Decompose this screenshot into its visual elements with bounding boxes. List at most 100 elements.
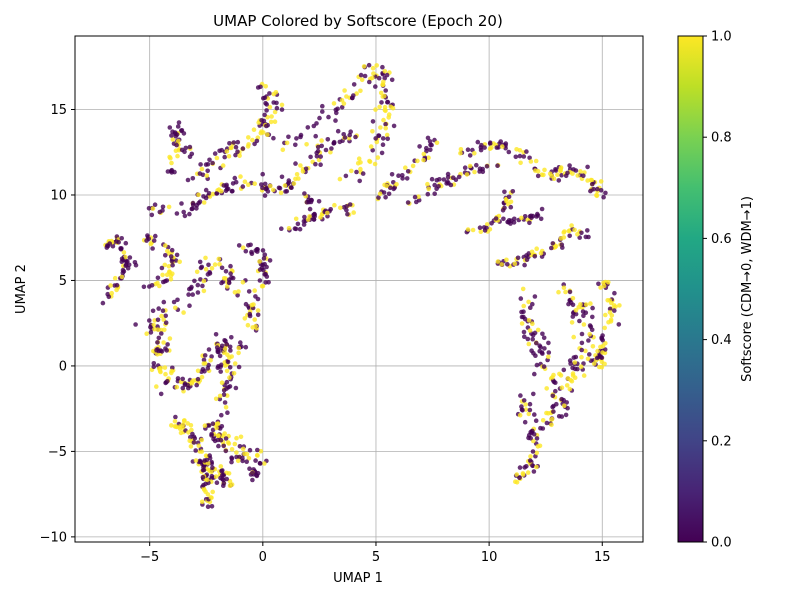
scatter-point (381, 117, 386, 123)
scatter-point (575, 366, 580, 372)
scatter-point (160, 204, 166, 210)
scatter-point (240, 245, 246, 250)
scatter-point (173, 258, 179, 263)
scatter-point (518, 296, 524, 301)
scatter-point (264, 108, 269, 113)
scatter-point (358, 88, 363, 94)
scatter-point (499, 262, 505, 267)
scatter-point (441, 177, 447, 182)
scatter-point (167, 336, 173, 341)
scatter-point (559, 173, 564, 178)
scatter-point (535, 173, 541, 179)
scatter-point (262, 252, 268, 257)
scatter-point (170, 262, 175, 268)
scatter-point (119, 236, 124, 241)
scatter-point (530, 321, 535, 327)
scatter-point (284, 140, 290, 146)
scatter-point (535, 213, 541, 218)
scatter-point (570, 314, 576, 319)
x-tick-label: −5 (140, 550, 159, 565)
scatter-point (538, 250, 544, 256)
scatter-point (114, 282, 120, 288)
scatter-point (150, 246, 155, 251)
scatter-point (210, 160, 215, 166)
scatter-point (325, 210, 330, 216)
scatter-point (269, 114, 274, 119)
scatter-point (382, 93, 387, 99)
scatter-point (564, 383, 570, 388)
scatter-point (223, 276, 228, 281)
scatter-point (544, 420, 550, 426)
scatter-point (296, 176, 301, 181)
scatter-point (534, 464, 539, 470)
scatter-point (242, 179, 248, 184)
scatter-point (500, 144, 505, 149)
scatter-point (512, 216, 517, 222)
scatter-point (482, 145, 487, 150)
scatter-point (602, 361, 607, 367)
scatter-point (168, 254, 174, 259)
scatter-point (579, 347, 584, 353)
colorbar-ticks: 0.0 0.2 0.4 0.6 0.8 1.0 (703, 30, 732, 551)
scatter-point (550, 375, 555, 380)
scatter-point (169, 160, 174, 166)
scatter-point (602, 347, 608, 352)
scatter-point (204, 477, 210, 483)
scatter-point (519, 321, 525, 326)
scatter-point (203, 187, 209, 193)
scatter-point (267, 91, 272, 96)
scatter-point (426, 155, 431, 160)
scatter-point (562, 229, 567, 234)
scatter-point (382, 75, 388, 81)
scatter-point (386, 112, 392, 117)
scatter-point (228, 263, 233, 269)
scatter-point (583, 348, 588, 354)
scatter-point (298, 134, 303, 140)
scatter-point (514, 147, 519, 152)
scatter-point (170, 271, 175, 277)
scatter-point (504, 257, 509, 263)
scatter-point (517, 412, 523, 418)
scatter-point (467, 163, 473, 169)
scatter-point (280, 147, 286, 153)
scatter-point (590, 314, 595, 320)
scatter-point (358, 166, 363, 172)
scatter-point (374, 63, 380, 68)
scatter-point (193, 448, 198, 453)
scatter-point (317, 115, 322, 121)
scatter-point (519, 215, 524, 221)
y-tick-label: −10 (40, 530, 67, 545)
scatter-point (311, 217, 317, 222)
scatter-point (589, 327, 595, 333)
scatter-point (191, 440, 197, 445)
scatter-point (180, 385, 186, 391)
scatter-point (229, 447, 235, 452)
scatter-point (254, 138, 260, 144)
scatter-point (262, 95, 268, 101)
scatter-point (607, 298, 612, 303)
scatter-point (351, 210, 357, 215)
scatter-point (293, 226, 299, 232)
scatter-point (373, 107, 378, 112)
scatter-point (261, 256, 267, 261)
scatter-point (526, 411, 532, 417)
scatter-point (274, 105, 280, 111)
scatter-point (221, 473, 226, 478)
scatter-point (522, 214, 528, 219)
scatter-point (534, 246, 539, 251)
scatter-point (175, 297, 180, 303)
scatter-point (249, 249, 254, 255)
scatter-point (367, 159, 373, 165)
scatter-point (219, 412, 224, 418)
scatter-point (156, 335, 162, 341)
scatter-point (219, 380, 225, 386)
scatter-point (242, 316, 248, 321)
scatter-point (512, 261, 518, 267)
scatter-point (603, 312, 608, 318)
scatter-point (164, 348, 169, 353)
scatter-point (268, 119, 274, 125)
scatter-point (338, 205, 343, 211)
scatter-point (534, 450, 539, 456)
scatter-point (567, 386, 573, 392)
